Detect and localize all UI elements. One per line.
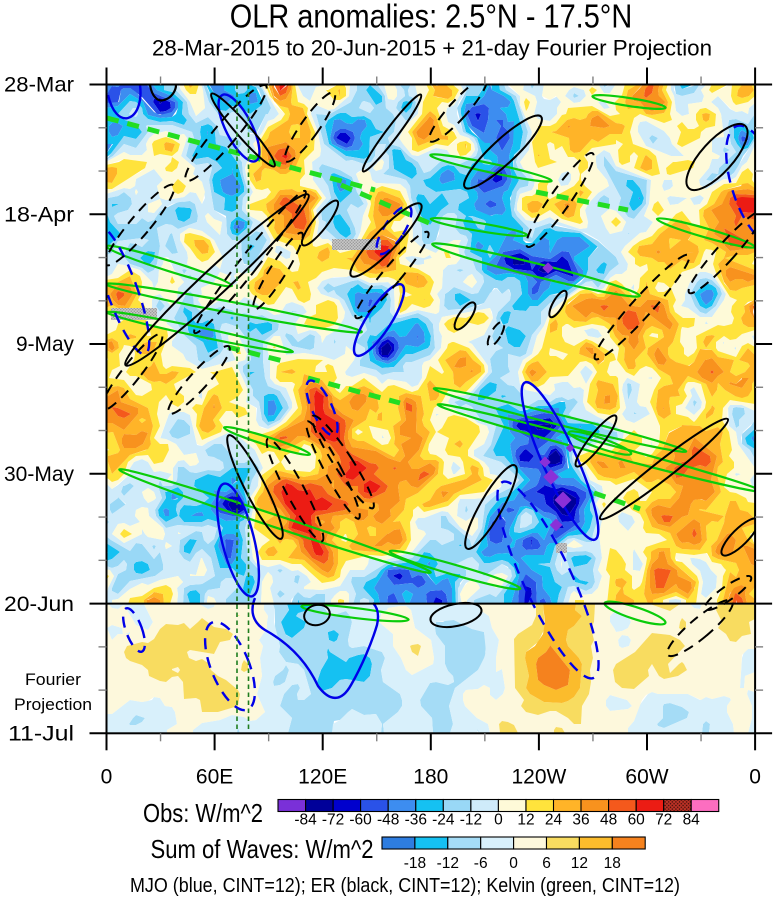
svg-text:18-Apr: 18-Apr xyxy=(4,204,74,227)
svg-text:Obs: W/m^2: Obs: W/m^2 xyxy=(143,798,263,828)
svg-text:Sum of Waves: W/m^2: Sum of Waves: W/m^2 xyxy=(151,834,374,864)
svg-text:30-May: 30-May xyxy=(4,463,74,486)
svg-text:48: 48 xyxy=(600,812,617,829)
svg-text:-24: -24 xyxy=(432,812,455,829)
svg-text:-60: -60 xyxy=(349,812,372,829)
svg-text:-12: -12 xyxy=(437,855,459,872)
svg-text:-84: -84 xyxy=(294,812,317,829)
svg-text:28-Mar-2015 to 20-Jun-2015 + 2: 28-Mar-2015 to 20-Jun-2015 + 21-day Four… xyxy=(152,36,712,61)
svg-text:60W: 60W xyxy=(625,766,668,789)
svg-text:84: 84 xyxy=(683,812,701,829)
svg-text:0: 0 xyxy=(509,855,518,872)
svg-text:-18: -18 xyxy=(404,855,426,872)
svg-text:60E: 60E xyxy=(196,766,233,789)
svg-text:72: 72 xyxy=(655,812,672,829)
svg-text:180: 180 xyxy=(413,766,448,789)
svg-text:120E: 120E xyxy=(298,766,347,789)
svg-text:0: 0 xyxy=(749,766,761,789)
svg-text:-72: -72 xyxy=(322,812,344,829)
svg-text:18: 18 xyxy=(604,855,621,872)
svg-text:Fourier: Fourier xyxy=(25,670,81,689)
svg-text:20-Jun: 20-Jun xyxy=(4,593,74,616)
svg-text:0: 0 xyxy=(101,766,113,789)
svg-text:OLR anomalies: 2.5°N - 17.5°N: OLR anomalies: 2.5°N - 17.5°N xyxy=(230,0,633,35)
svg-text:11-Jul: 11-Jul xyxy=(8,723,74,746)
svg-text:24: 24 xyxy=(545,812,563,829)
svg-text:12: 12 xyxy=(517,812,534,829)
svg-text:28-Mar: 28-Mar xyxy=(4,74,74,97)
svg-text:120W: 120W xyxy=(511,766,566,789)
svg-text:0: 0 xyxy=(494,812,503,829)
svg-text:-48: -48 xyxy=(377,812,399,829)
svg-text:-36: -36 xyxy=(405,812,427,829)
svg-text:-12: -12 xyxy=(460,812,482,829)
svg-text:MJO (blue, CINT=12); ER (black: MJO (blue, CINT=12); ER (black, CINT=12)… xyxy=(130,875,680,897)
svg-text:60: 60 xyxy=(628,812,646,829)
svg-text:12: 12 xyxy=(571,855,588,872)
svg-text:36: 36 xyxy=(572,812,589,829)
svg-text:6: 6 xyxy=(542,855,551,872)
svg-text:Projection: Projection xyxy=(14,695,92,714)
svg-text:-6: -6 xyxy=(474,855,488,872)
svg-text:9-May: 9-May xyxy=(16,333,74,356)
